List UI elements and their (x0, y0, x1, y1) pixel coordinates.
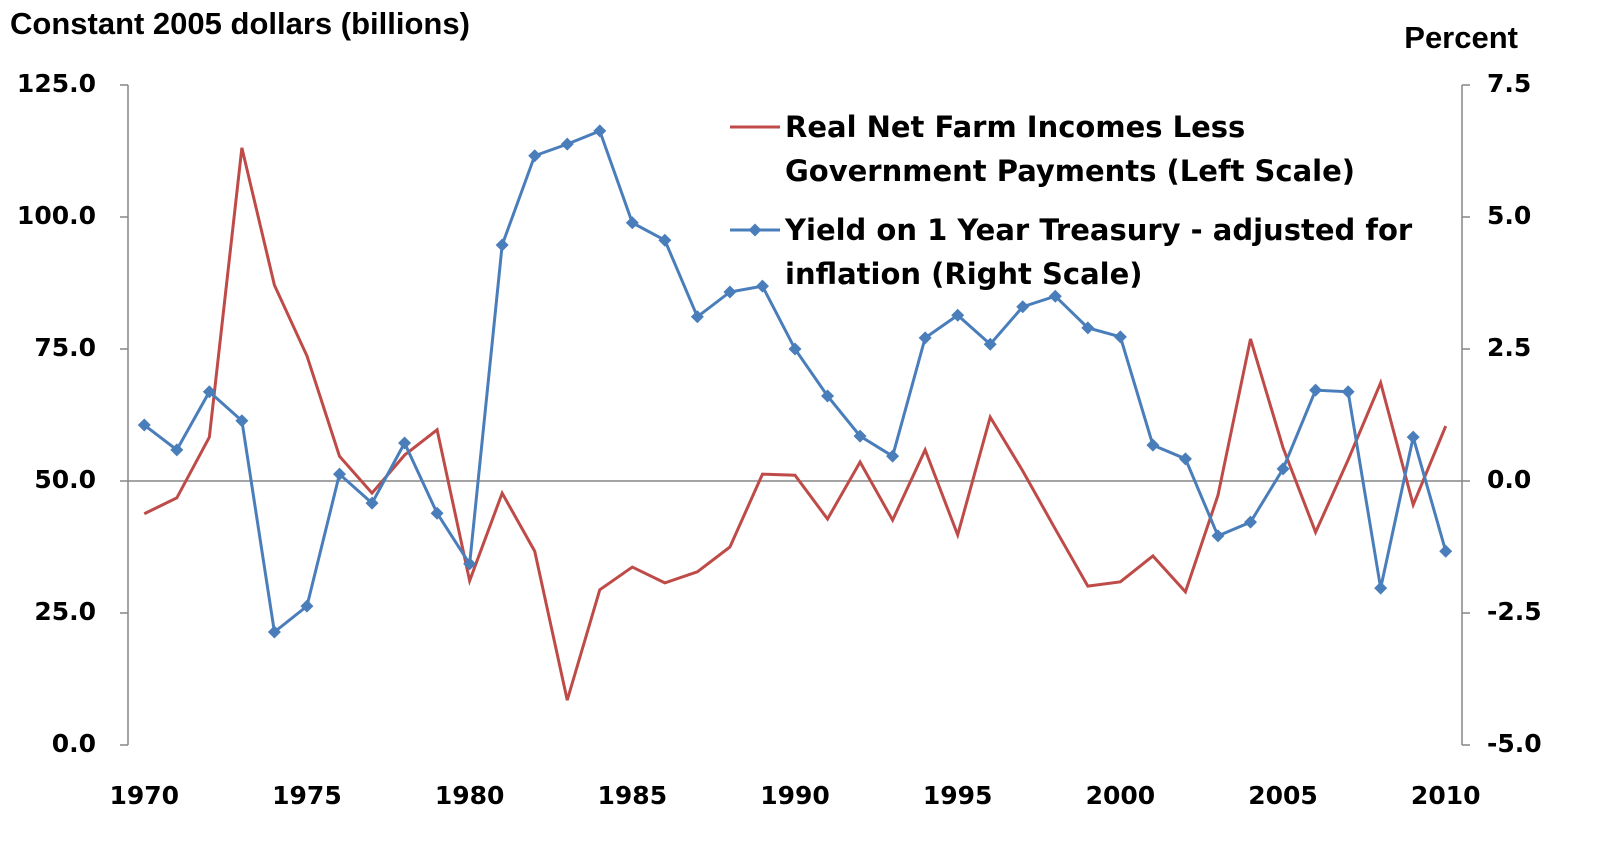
point (1276, 462, 1290, 476)
point (723, 285, 737, 299)
point (918, 331, 932, 345)
point (625, 216, 639, 230)
point (788, 342, 802, 356)
point (495, 238, 509, 252)
y-tick-label: 50.0 (34, 465, 96, 494)
series-line (143, 128, 1448, 635)
point (755, 279, 769, 293)
point (528, 149, 542, 163)
y-tick-label: 75.0 (34, 333, 96, 362)
point (1016, 300, 1030, 314)
point (1341, 385, 1355, 399)
point (886, 449, 900, 463)
point (463, 557, 477, 571)
y2-tick-label: 7.5 (1487, 69, 1531, 98)
y2-tick-label: 5.0 (1487, 201, 1531, 230)
point (235, 414, 249, 428)
y-tick-label: 0.0 (52, 729, 96, 758)
point (1081, 321, 1095, 335)
point (1178, 452, 1192, 466)
point (365, 496, 379, 510)
point (202, 385, 216, 399)
y-tick-label: 125.0 (17, 69, 96, 98)
y-tick-label: 25.0 (34, 597, 96, 626)
point (170, 443, 184, 457)
legend-marker (748, 223, 762, 237)
x-tick-label: 1970 (109, 781, 179, 810)
x-tick-label: 1975 (272, 781, 342, 810)
x-tick-label: 2005 (1248, 781, 1318, 810)
y-axis-title: Constant 2005 dollars (billions) (10, 6, 470, 41)
x-tick-label: 1990 (760, 781, 830, 810)
point (1244, 515, 1258, 529)
point (1439, 544, 1453, 558)
x-tick-label: 1995 (923, 781, 993, 810)
x-tick-label: 1980 (435, 781, 505, 810)
point (690, 310, 704, 324)
y-tick-label: 100.0 (17, 201, 96, 230)
point (983, 337, 997, 351)
y2-tick-label: -5.0 (1487, 729, 1542, 758)
point (853, 429, 867, 443)
x-tick-label: 2000 (1086, 781, 1156, 810)
point (1309, 383, 1323, 397)
point (1146, 438, 1160, 452)
point (1211, 529, 1225, 543)
point (300, 599, 314, 613)
point (267, 625, 281, 639)
point (560, 137, 574, 151)
x-tick-label: 1985 (598, 781, 668, 810)
point (398, 436, 412, 450)
legend-label: Real Net Farm Incomes Less Government Pa… (785, 110, 1356, 188)
point (593, 124, 607, 138)
point (1048, 289, 1062, 303)
point (137, 418, 151, 432)
y2-axis-title: Percent (1404, 20, 1518, 55)
point (1406, 430, 1420, 444)
y2-tick-label: -2.5 (1487, 597, 1542, 626)
point (430, 506, 444, 520)
legend-label: Yield on 1 Year Treasury - adjusted for … (785, 213, 1413, 291)
y2-tick-label: 0.0 (1487, 465, 1531, 494)
x-tick-label: 2010 (1411, 781, 1481, 810)
y2-tick-label: 2.5 (1487, 333, 1531, 362)
point (332, 467, 346, 481)
point (1113, 330, 1127, 344)
point (951, 308, 965, 322)
point (821, 389, 835, 403)
point (1374, 581, 1388, 595)
series-line (143, 147, 1448, 701)
point (658, 233, 672, 247)
